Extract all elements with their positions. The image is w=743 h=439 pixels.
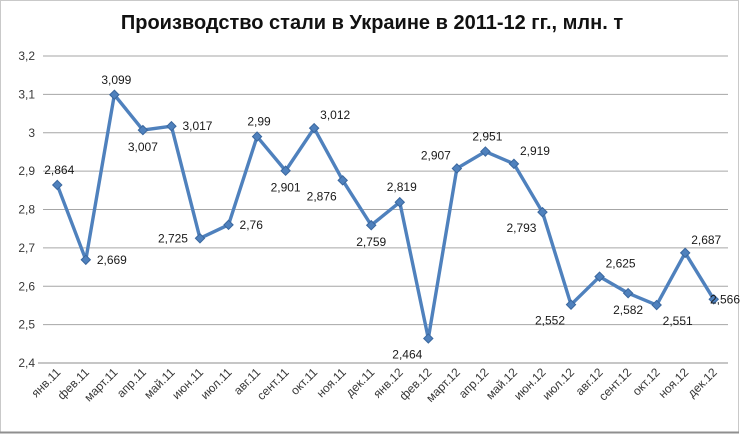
data-point-label: 2,951 — [472, 130, 502, 144]
data-point-label: 2,552 — [535, 314, 565, 328]
data-point-marker — [622, 287, 634, 299]
data-point-marker — [423, 333, 434, 344]
data-point-marker — [594, 271, 605, 282]
data-point-label: 2,669 — [97, 253, 127, 267]
data-point-label: 2,864 — [44, 163, 74, 177]
chart-title: Производство стали в Украине в 2011-12 г… — [121, 12, 623, 34]
y-tick-label: 2,7 — [18, 241, 35, 255]
data-point-marker — [251, 131, 263, 142]
data-point-label: 2,566 — [710, 292, 740, 306]
data-point-marker — [708, 293, 720, 305]
data-point-marker — [365, 219, 377, 231]
data-point-marker — [109, 89, 120, 101]
y-tick-label: 2,8 — [18, 203, 35, 217]
data-point-label: 3,099 — [101, 73, 131, 87]
data-point-label: 2,876 — [307, 189, 337, 203]
y-tick-label: 2,5 — [18, 318, 35, 332]
data-point-marker — [394, 196, 406, 208]
data-point-marker — [166, 120, 177, 132]
series-line — [55, 93, 716, 341]
data-point-label: 2,725 — [158, 231, 188, 245]
data-point-label: 2,819 — [387, 180, 417, 194]
y-tick-label: 3 — [28, 126, 35, 140]
data-point-marker — [451, 163, 463, 174]
y-tick-label: 2,6 — [18, 279, 35, 293]
y-tick-label: 2,4 — [18, 356, 35, 370]
data-point-marker — [565, 299, 577, 310]
data-point-marker — [280, 165, 291, 177]
data-point-marker — [223, 219, 234, 231]
data-point-marker — [137, 124, 149, 136]
data-point-label: 2,793 — [506, 221, 536, 235]
data-point-label: 3,017 — [182, 119, 212, 133]
data-point-marker — [651, 299, 662, 311]
data-point-label: 2,907 — [421, 148, 451, 162]
y-tick-label: 2,9 — [18, 164, 35, 178]
data-point-label: 2,582 — [613, 303, 643, 317]
data-point-label: 2,625 — [606, 257, 636, 271]
data-point-label: 2,76 — [240, 218, 264, 232]
data-point-label: 3,012 — [320, 108, 350, 122]
y-tick-label: 3,2 — [18, 49, 35, 63]
data-point-label: 2,919 — [520, 144, 550, 158]
data-point-marker — [80, 254, 92, 266]
data-point-label: 2,687 — [691, 233, 721, 247]
y-tick-label: 3,1 — [18, 87, 35, 101]
data-point-marker — [308, 122, 320, 134]
data-point-label: 2,901 — [271, 181, 301, 195]
data-point-marker — [337, 175, 348, 186]
data-point-label: 2,464 — [392, 347, 422, 361]
data-point-marker — [537, 206, 548, 218]
data-point-marker — [508, 158, 520, 170]
data-point-marker — [194, 232, 206, 244]
data-point-marker — [480, 146, 491, 157]
data-point-label: 2,551 — [663, 314, 693, 328]
data-point-label: 3,007 — [128, 140, 158, 154]
data-point-marker — [51, 179, 63, 191]
data-point-marker — [679, 247, 691, 259]
data-point-label: 2,99 — [247, 115, 271, 129]
data-point-label: 2,759 — [356, 235, 386, 249]
